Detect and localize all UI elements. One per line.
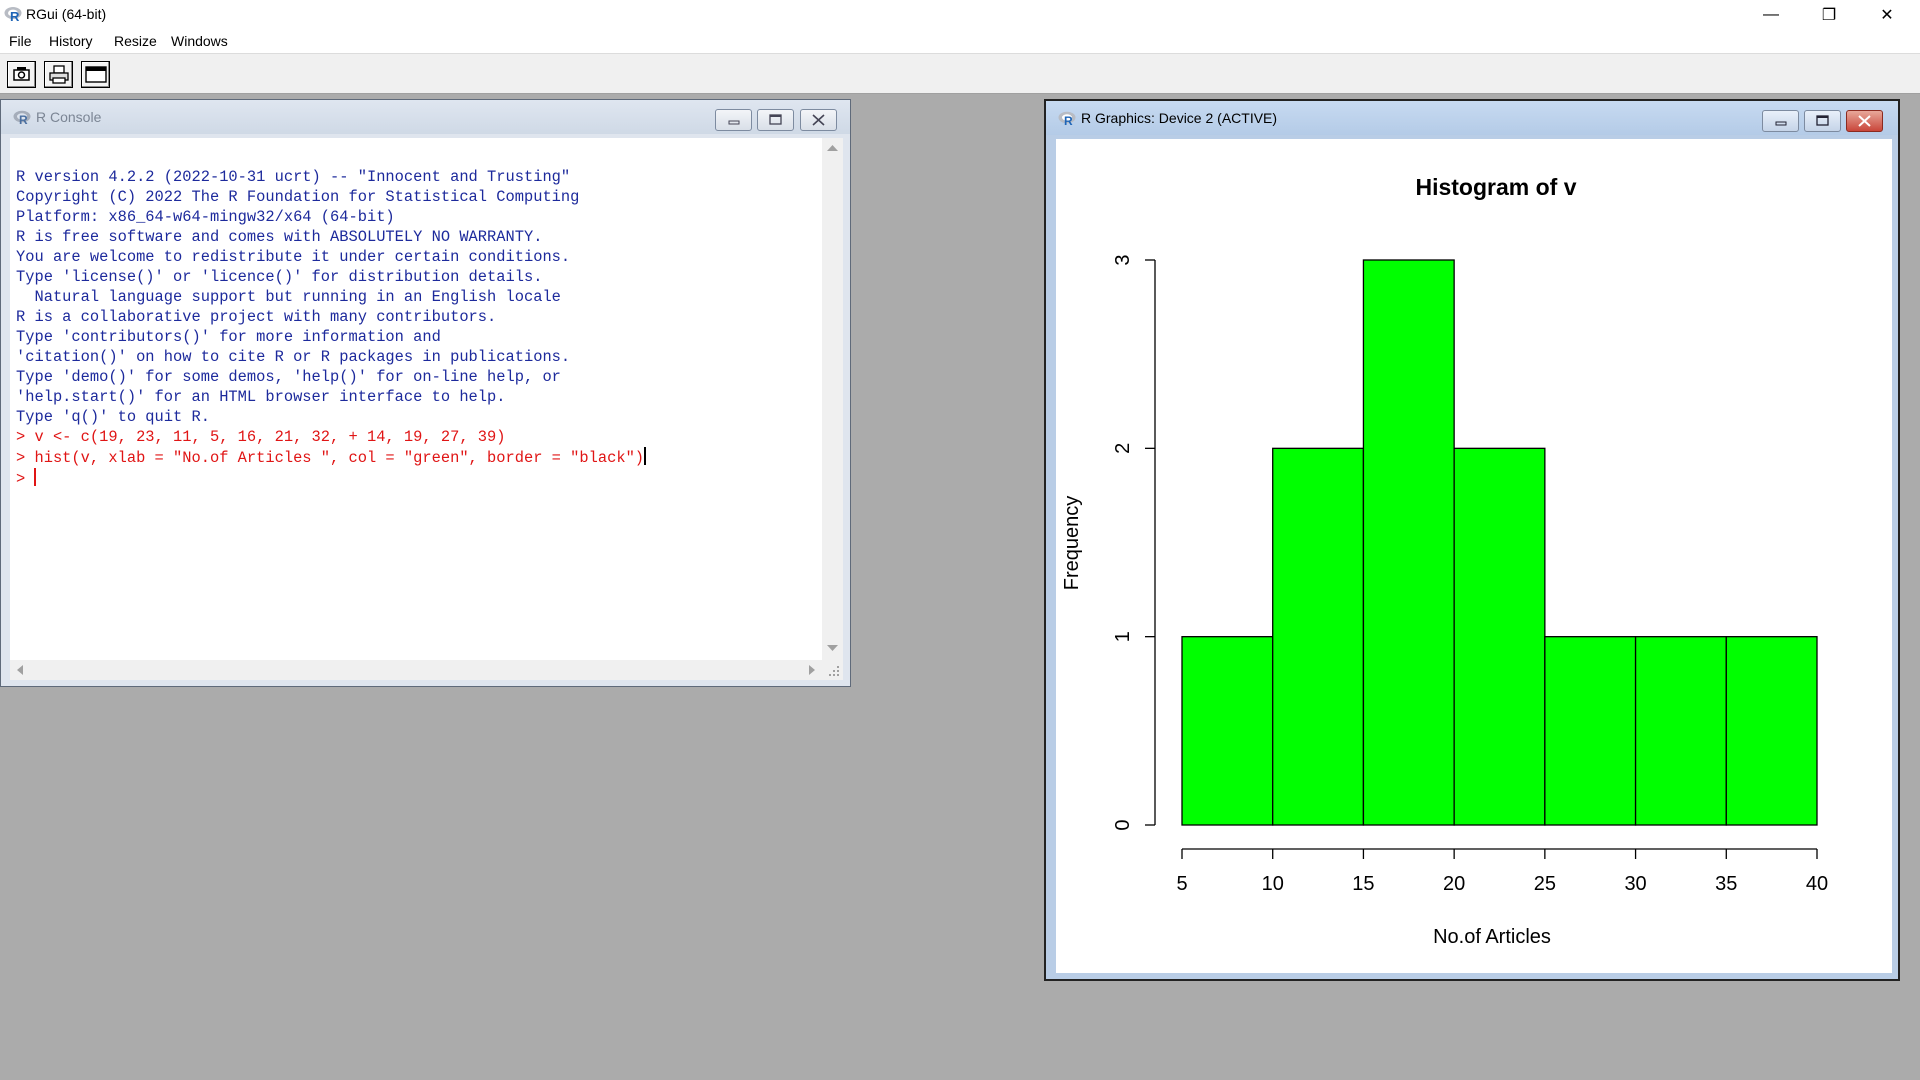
r-logo-icon: R [13,110,31,125]
close-button[interactable]: ✕ [1880,6,1894,24]
r-logo-icon: R [4,7,22,22]
x-axis: 5 10 15 20 25 30 35 40 [1176,848,1828,895]
histogram-bar [1181,636,1274,826]
scroll-up-icon[interactable] [822,138,843,158]
menu-file[interactable]: File [9,33,32,49]
scroll-right-icon[interactable] [802,660,822,680]
console-output-line: R version 4.2.2 (2022-10-31 ucrt) -- "In… [16,168,571,186]
console-prompt: > [16,470,35,488]
x-tick-label: 25 [1534,873,1556,895]
x-tick-label: 40 [1806,873,1828,895]
console-restore-button[interactable] [757,109,794,131]
y-tick-label: 2 [1112,443,1134,454]
console-output-line: R is a collaborative project with many c… [16,308,497,326]
graphics-restore-button[interactable] [1804,110,1841,132]
minimize-icon [1775,121,1787,126]
graphics-title: R Graphics: Device 2 (ACTIVE) [1081,110,1278,126]
histogram-bar [1272,447,1365,826]
svg-text:R: R [19,113,28,125]
close-icon [812,114,825,126]
restore-icon [1816,115,1829,126]
plot-area: Histogram of v No.of Articles Frequency … [1056,139,1892,973]
console-titlebar: R R Console [1,100,850,134]
app-titlebar: R RGui (64-bit) — ❐ ✕ [0,0,1920,29]
resize-grip[interactable] [822,660,843,680]
x-axis-label: No.of Articles [1433,926,1551,948]
x-tick-label: 20 [1443,873,1465,895]
console-close-button[interactable] [800,109,837,131]
r-graphics-window: R R Graphics: Device 2 (ACTIVE) Histogra… [1044,99,1900,981]
toolbar [0,53,1920,94]
menu-resize[interactable]: Resize [114,33,157,49]
open-script-button[interactable] [7,61,36,88]
x-tick-label: 5 [1176,873,1187,895]
histogram-bar [1725,636,1818,826]
histogram-bar [1362,259,1455,826]
console-input-line[interactable]: > [16,468,646,489]
console-output-line: 'help.start()' for an HTML browser inter… [16,388,506,406]
histogram-bars [1181,259,1818,826]
window-button[interactable] [81,61,110,88]
console-output-line: 'citation()' on how to cite R or R packa… [16,348,571,366]
chart-title: Histogram of v [1415,174,1576,200]
restore-button[interactable]: ❐ [1821,6,1837,24]
close-icon [1858,115,1871,127]
open-script-icon [13,67,30,81]
console-output-line: Type 'license()' or 'licence()' for dist… [16,268,543,286]
histogram-bar [1634,636,1727,826]
y-axis-label: Frequency [1061,496,1083,591]
window-icon [85,66,107,83]
console-vertical-scrollbar[interactable] [822,138,843,660]
graphics-close-button[interactable] [1846,110,1883,132]
app-title: RGui (64-bit) [26,6,107,22]
console-output-line: R is free software and comes with ABSOLU… [16,228,543,246]
console-output-line: Type 'q()' to quit R. [16,408,210,426]
console-command-line: > hist(v, xlab = "No.of Articles ", col … [16,447,647,468]
y-tick-label: 0 [1112,819,1134,830]
print-icon [49,65,69,84]
x-tick-label: 30 [1624,873,1646,895]
y-tick-label: 1 [1112,631,1134,642]
x-tick-label: 35 [1715,873,1737,895]
r-logo-icon: R [1058,111,1076,126]
console-horizontal-scrollbar[interactable] [10,660,822,680]
console-output-line: Type 'contributors()' for more informati… [16,328,441,346]
console-output-line: You are welcome to redistribute it under… [16,248,571,266]
svg-text:R: R [1064,114,1073,126]
console-minimize-button[interactable] [715,109,752,131]
histogram-bar [1453,447,1546,826]
console-output-line: Natural language support but running in … [16,288,561,306]
console-output-line: Copyright (C) 2022 The R Foundation for … [16,188,580,206]
y-axis: 0 1 2 3 [1112,254,1156,831]
console-output-line: Type 'demo()' for some demos, 'help()' f… [16,368,561,386]
x-tick-label: 15 [1352,873,1374,895]
scroll-down-icon[interactable] [822,638,843,658]
menu-bar: File History Resize Windows [0,29,1920,53]
console-title: R Console [36,109,102,125]
menu-windows[interactable]: Windows [171,33,228,49]
graphics-minimize-button[interactable] [1762,110,1799,132]
svg-text:R: R [10,9,20,22]
histogram-chart: Histogram of v No.of Articles Frequency … [1061,174,1828,948]
print-button[interactable] [44,61,73,88]
text-cursor [644,447,647,465]
input-cursor [34,468,37,486]
console-output-area[interactable]: R version 4.2.2 (2022-10-31 ucrt) -- "In… [10,138,822,660]
minimize-button[interactable]: — [1763,5,1779,23]
r-console-window: R R Console R version 4.2.2 (2022-10-31 … [0,99,851,687]
console-text: R version 4.2.2 (2022-10-31 ucrt) -- "In… [16,167,647,489]
resize-grip-icon [829,666,839,676]
menu-history[interactable]: History [49,33,93,49]
y-tick-label: 3 [1112,254,1134,265]
console-command-line: > v <- c(19, 23, 11, 5, 16, 21, 32, + 14… [16,428,506,446]
x-tick-label: 10 [1262,873,1284,895]
scroll-left-icon[interactable] [10,660,30,680]
graphics-titlebar: R R Graphics: Device 2 (ACTIVE) [1046,101,1898,135]
histogram-bar [1544,636,1637,826]
minimize-icon [728,120,740,125]
restore-icon [769,114,782,125]
console-output-line: Platform: x86_64-w64-mingw32/x64 (64-bit… [16,208,395,226]
console-command-text: > hist(v, xlab = "No.of Articles ", col … [16,449,645,467]
